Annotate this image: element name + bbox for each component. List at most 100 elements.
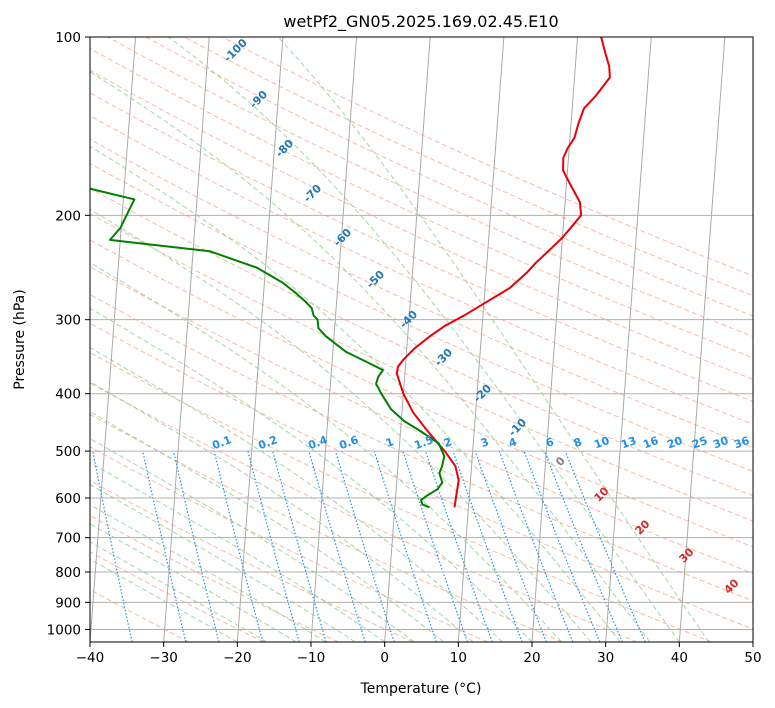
series-lines <box>90 37 611 509</box>
y-tick-label-3: 400 <box>55 387 81 403</box>
moist-adiabat-12 <box>90 208 592 642</box>
dry-adiabat-15 <box>90 138 753 448</box>
mixing-ratio-label-14: 20 <box>665 434 684 452</box>
mixing-ratio-line-4 <box>213 450 264 642</box>
dry-adiabat-11 <box>90 239 753 548</box>
isotherm-13 <box>163 37 210 642</box>
mixing-ratio-line-14 <box>498 450 574 642</box>
x-tick-label-0: −40 <box>76 650 105 666</box>
mixing-ratio-label-8: 4 <box>507 435 519 450</box>
isotherm-label-7: -30 <box>432 346 455 369</box>
moist-adiabat-3 <box>90 504 326 642</box>
mixing-ratio-label-7: 3 <box>479 435 491 450</box>
mixing-ratio-label-13: 16 <box>641 434 660 452</box>
moist-adiabat-10 <box>90 307 533 642</box>
mixing-ratio-line-17 <box>564 450 646 642</box>
mixing-ratio-line-15 <box>523 450 601 642</box>
mixing-ratio-line-10 <box>402 450 469 642</box>
isotherm-label-9: -10 <box>506 416 529 439</box>
isotherm-label-2: -80 <box>273 137 296 160</box>
y-tick-label-2: 300 <box>55 313 81 329</box>
isotherm-20 <box>678 37 726 642</box>
mixing-ratio-line-7 <box>308 450 366 642</box>
y-axis-label: Pressure (hPa) <box>12 289 28 389</box>
mixing-ratio-label-16: 30 <box>711 434 730 452</box>
moist-adiabat-5 <box>90 461 385 642</box>
isotherm-19 <box>605 37 652 642</box>
isotherm-18 <box>531 37 579 642</box>
x-tick-label-7: 30 <box>597 650 614 666</box>
dry-adiabat-0 <box>90 589 190 642</box>
dry-adiabat-19 <box>90 47 753 359</box>
dry-adiabat-2 <box>90 514 339 642</box>
moist-adiabat-6 <box>90 437 415 642</box>
mixing-ratio-line-12 <box>452 450 523 642</box>
moist-adiabat-7 <box>90 411 444 642</box>
moist-adiabat-16 <box>277 37 710 642</box>
dry-adiabat-label-0: 0 <box>553 454 568 469</box>
dry-adiabat-17 <box>90 92 753 403</box>
y-tick-label-8: 900 <box>55 595 81 611</box>
mixing-ratio-label-12: 13 <box>619 434 638 451</box>
chart-title: wetPf2_GN05.2025.169.02.45.E10 <box>283 12 558 32</box>
y-tick-label-5: 600 <box>55 491 81 507</box>
isotherm-16 <box>384 37 431 642</box>
y-tick-label-9: 1000 <box>47 622 81 638</box>
pressure-gridlines <box>90 37 753 630</box>
isotherm-label-1: -90 <box>247 88 270 111</box>
moist-adiabat-8 <box>90 381 474 642</box>
isotherm-21 <box>752 635 753 642</box>
moist-adiabat-2 <box>90 523 297 642</box>
x-tick-label-4: 0 <box>380 650 389 666</box>
isotherm-label-5: -50 <box>364 268 387 291</box>
y-axis-ticks: 100 200 300 400 500 600 700 800 900 1000 <box>47 30 90 638</box>
mixing-ratio-line-16 <box>543 450 623 642</box>
x-tick-label-3: −10 <box>297 650 326 666</box>
dry-adiabat-6 <box>90 382 638 642</box>
mixing-ratio-label-10: 8 <box>572 435 584 450</box>
isotherm-12 <box>90 37 137 642</box>
mixing-ratio-line-2 <box>142 450 187 642</box>
mixing-ratio-line-3 <box>173 450 220 642</box>
mixing-ratio-label-11: 10 <box>592 434 611 452</box>
dry-adiabat-label-1: 10 <box>592 484 612 504</box>
mixing-ratio-label-2: 0.4 <box>306 433 329 452</box>
x-tick-label-6: 20 <box>523 650 540 666</box>
isotherm-label-8: -20 <box>471 382 494 405</box>
x-tick-label-5: 10 <box>450 650 467 666</box>
dry-adiabat-7 <box>90 352 712 642</box>
mixing-ratio-label-4: 1 <box>384 435 396 450</box>
x-tick-label-8: 40 <box>671 650 688 666</box>
x-axis-label: Temperature (°C) <box>360 681 482 697</box>
moist-adiabat-9 <box>90 346 503 642</box>
isotherm-label-0: -100 <box>221 36 250 65</box>
mixing-ratio-label-0: 0.1 <box>210 433 233 452</box>
dry-adiabat-16 <box>90 115 753 425</box>
isotherm-14 <box>236 37 284 642</box>
isotherm-label-4: -60 <box>331 226 354 249</box>
dry-adiabat-14 <box>90 162 753 472</box>
mixing-ratio-label-17: 36 <box>732 434 751 452</box>
dry-adiabat-10 <box>90 266 753 574</box>
y-tick-label-7: 800 <box>55 565 81 581</box>
moist-adiabat-4 <box>90 483 356 642</box>
x-tick-label-1: −30 <box>149 650 178 666</box>
temperature-line <box>395 37 611 508</box>
moist-adiabat-14 <box>90 71 651 642</box>
dry-adiabat-9 <box>90 293 753 602</box>
dry-adiabat-label-4: 40 <box>722 576 742 596</box>
isotherm-label-3: -70 <box>301 182 324 205</box>
isotherm-15 <box>310 37 358 642</box>
mixing-ratio-line-8 <box>334 450 395 642</box>
y-tick-label-6: 700 <box>55 531 81 547</box>
dewpoint-line <box>90 187 446 509</box>
x-tick-label-2: −20 <box>223 650 252 666</box>
y-tick-label-1: 200 <box>55 208 81 224</box>
moist-adiabat-1 <box>90 541 268 642</box>
y-tick-label-0: 100 <box>55 30 81 46</box>
isoline-labels: -100-90-80-70-60-50-40-30-20-10010203040… <box>210 36 751 597</box>
moist-adiabat-11 <box>90 262 562 642</box>
dry-adiabat-8 <box>90 322 753 630</box>
dry-adiabat-12 <box>90 213 753 522</box>
mixing-ratio-label-6: 2 <box>442 435 454 450</box>
